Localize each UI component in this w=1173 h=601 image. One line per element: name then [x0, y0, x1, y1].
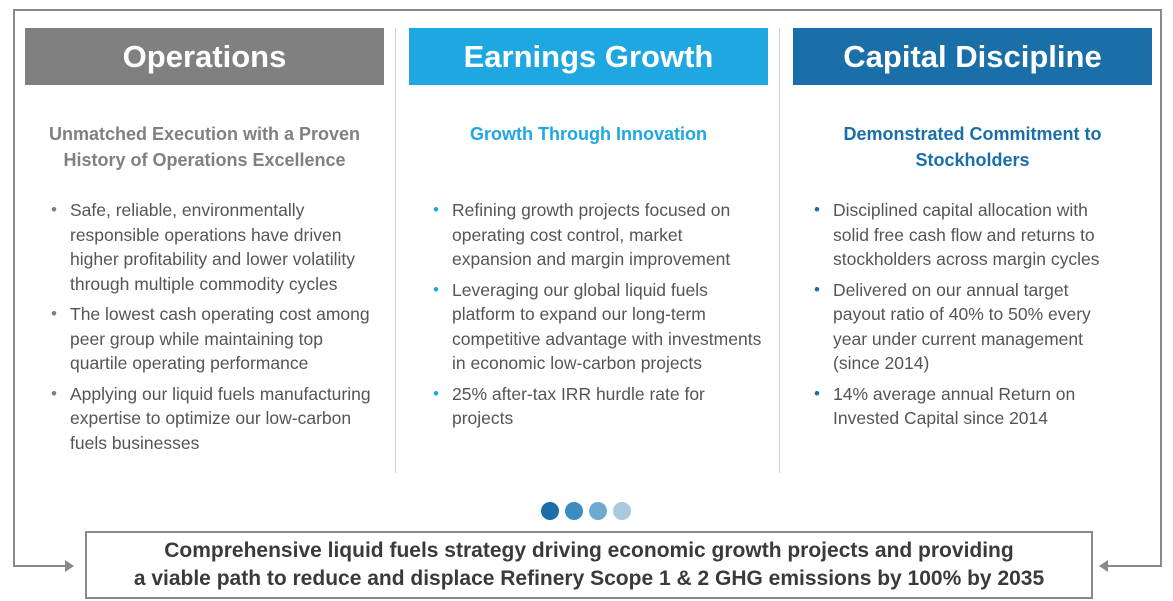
dot-icon [613, 502, 631, 520]
bullet-icon: • [433, 279, 439, 299]
list-item: • Delivered on our annual target payout r… [814, 279, 1091, 374]
bullet-icon: • [433, 200, 439, 219]
bullet-icon: • [51, 383, 57, 403]
list-item: • Disciplined capital allocation with sol… [814, 200, 1100, 269]
capital-discipline-header: Capital Discipline [793, 28, 1152, 85]
operations-header: Operations [25, 28, 384, 85]
pagination-dots [541, 502, 631, 520]
dot-icon [589, 502, 607, 520]
operations-subtitle-line: History of Operations Excellence [63, 150, 346, 170]
bullet-icon: • [51, 200, 57, 219]
column-divider [395, 28, 396, 473]
list-item: • 25% after-tax IRR hurdle rate for proje… [433, 383, 705, 429]
earnings-growth-header: Earnings Growth [409, 28, 768, 85]
capital-discipline-title: Capital Discipline [843, 38, 1102, 74]
capital-discipline-subtitle-line: Stockholders [915, 150, 1030, 170]
outer-frame [13, 9, 1162, 566]
operations-subtitle-line: Unmatched Execution with a Proven [48, 124, 361, 144]
earnings-growth-title: Earnings Growth [463, 38, 714, 74]
capital-discipline-subtitle: Demonstrated Commitment to Stockholders [793, 121, 1152, 173]
strategy-summary-line: a viable path to reduce and displace Ref… [133, 567, 1045, 590]
column-divider [779, 28, 780, 473]
bullet-icon: • [433, 383, 439, 403]
earnings-growth-subtitle-line: Growth Through Innovation [470, 124, 707, 144]
list-item: • The lowest cash operating cost among pe… [51, 304, 370, 373]
list-item: • Refining growth projects focused on ope… [433, 200, 731, 269]
list-item: • Applying our liquid fuels manufacturing… [51, 383, 371, 453]
dot-icon [541, 502, 559, 520]
bullet-icon: • [814, 200, 820, 219]
dot-icon [565, 502, 583, 520]
bullet-icon: • [51, 304, 57, 323]
right-arrow-icon [1099, 560, 1162, 572]
left-arrow-icon [13, 560, 74, 572]
capital-discipline-bullet-list: • Disciplined capital allocation with sol… [808, 198, 1123, 437]
operations-subtitle: Unmatched Execution with a Proven Histor… [25, 121, 384, 173]
list-item: • 14% average annual Return on Invested C… [814, 383, 1076, 429]
operations-bullet-list: • Safe, reliable, environmentally respons… [45, 198, 385, 461]
bullet-icon: • [814, 383, 820, 403]
earnings-growth-subtitle: Growth Through Innovation [409, 121, 768, 147]
list-item: • Leveraging our global liquid fuels plat… [433, 279, 762, 374]
capital-discipline-subtitle-line: Demonstrated Commitment to [843, 124, 1102, 144]
list-item: • Safe, reliable, environmentally respons… [51, 200, 355, 294]
strategy-summary-line: Comprehensive liquid fuels strategy driv… [164, 539, 1014, 562]
bullet-icon: • [814, 279, 820, 299]
operations-title: Operations [122, 38, 287, 74]
earnings-growth-bullet-list: • Refining growth projects focused on ope… [427, 198, 762, 437]
strategy-summary-box: Comprehensive liquid fuels strategy driv… [85, 531, 1093, 599]
